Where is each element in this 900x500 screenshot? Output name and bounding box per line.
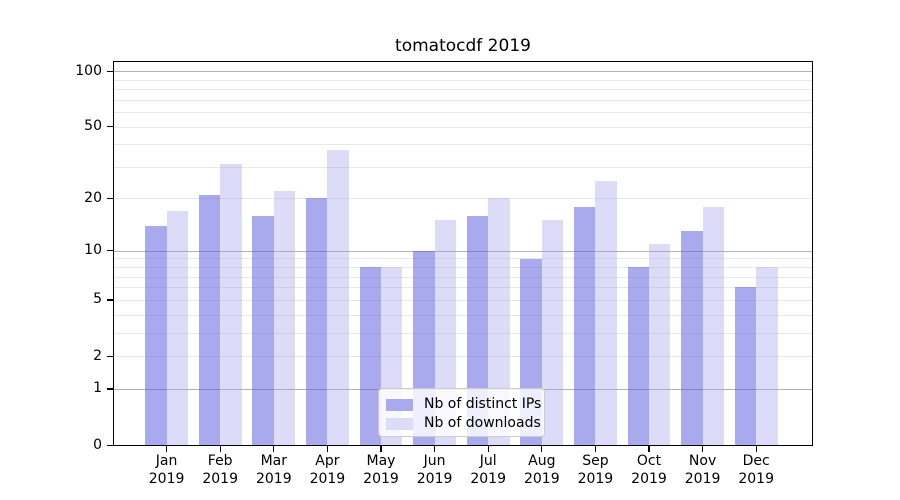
bar-downloads-jul bbox=[488, 198, 510, 445]
legend-swatch-distinct-ips bbox=[386, 398, 413, 411]
y-tick-mark-1 bbox=[107, 388, 113, 390]
x-tick-mark-jan bbox=[166, 446, 168, 452]
y-tick-mark-100 bbox=[107, 70, 113, 72]
bar-distinct-ips-mar bbox=[252, 215, 274, 445]
x-tick-label-oct: Oct 2019 bbox=[631, 453, 667, 487]
bar-downloads-aug bbox=[541, 220, 564, 445]
gridline-minor-20 bbox=[114, 198, 812, 200]
y-tick-mark-2 bbox=[107, 355, 113, 357]
x-tick-mark-nov bbox=[702, 446, 704, 452]
x-tick-mark-mar bbox=[273, 446, 275, 452]
y-tick-mark-50 bbox=[107, 126, 113, 128]
y-tick-label-20: 20 bbox=[84, 189, 102, 206]
bar-distinct-ips-may bbox=[359, 267, 381, 445]
gridline-minor-9 bbox=[114, 258, 812, 260]
x-tick-mark-apr bbox=[326, 446, 328, 452]
y-tick-label-100: 100 bbox=[75, 62, 102, 79]
bar-downloads-oct bbox=[649, 243, 671, 445]
gridline-major-10 bbox=[114, 250, 812, 252]
bar-downloads-nov bbox=[702, 206, 724, 445]
x-tick-label-jun: Jun 2019 bbox=[416, 453, 453, 487]
bar-downloads-jan bbox=[166, 210, 188, 445]
legend-item-distinct-ips: Nb of distinct IPs bbox=[386, 395, 544, 414]
x-tick-mark-sep bbox=[594, 446, 596, 452]
y-tick-label-2: 2 bbox=[93, 347, 102, 364]
gridline-minor-5 bbox=[114, 299, 812, 301]
gridline-minor-8 bbox=[114, 267, 812, 269]
bar-distinct-ips-nov bbox=[681, 231, 703, 445]
y-tick-label-50: 50 bbox=[84, 118, 102, 135]
x-tick-label-mar: Mar 2019 bbox=[255, 453, 292, 487]
bar-distinct-ips-jan bbox=[145, 225, 167, 445]
x-tick-label-jan: Jan 2019 bbox=[148, 453, 185, 487]
gridline-minor-7 bbox=[114, 276, 812, 278]
y-tick-label-1: 1 bbox=[93, 380, 102, 397]
x-tick-mark-jun bbox=[434, 446, 436, 452]
x-tick-mark-may bbox=[380, 446, 382, 452]
gridline-minor-70 bbox=[114, 99, 812, 101]
x-tick-mark-aug bbox=[541, 446, 543, 452]
legend-label-distinct-ips: Nb of distinct IPs bbox=[424, 396, 542, 412]
gridline-major-100 bbox=[114, 71, 812, 73]
chart-title: tomatocdf 2019 bbox=[395, 36, 531, 56]
gridline-minor-40 bbox=[114, 144, 812, 146]
x-tick-mark-dec bbox=[755, 446, 757, 452]
bar-downloads-feb bbox=[220, 164, 242, 445]
y-tick-mark-0 bbox=[107, 444, 113, 446]
x-tick-label-feb: Feb 2019 bbox=[202, 453, 238, 487]
x-tick-label-apr: Apr 2019 bbox=[309, 453, 346, 487]
y-tick-label-0: 0 bbox=[93, 436, 102, 453]
gridline-minor-90 bbox=[114, 79, 812, 81]
bar-downloads-mar bbox=[273, 191, 296, 445]
gridline-minor-3 bbox=[114, 332, 812, 334]
x-tick-label-sep: Sep 2019 bbox=[577, 453, 614, 487]
bar-downloads-apr bbox=[327, 150, 349, 445]
bar-distinct-ips-apr bbox=[306, 198, 328, 445]
y-tick-mark-10 bbox=[107, 250, 113, 252]
legend-label-downloads: Nb of downloads bbox=[424, 415, 541, 431]
legend-item-downloads: Nb of downloads bbox=[386, 414, 544, 433]
bar-distinct-ips-jul bbox=[466, 215, 489, 445]
y-tick-label-10: 10 bbox=[84, 242, 102, 259]
x-tick-label-nov: Nov 2019 bbox=[684, 453, 721, 487]
x-tick-label-dec: Dec 2019 bbox=[738, 453, 774, 487]
gridline-minor-60 bbox=[114, 112, 812, 114]
x-tick-mark-jul bbox=[487, 446, 489, 452]
bar-distinct-ips-sep bbox=[574, 206, 596, 445]
gridline-minor-30 bbox=[114, 166, 812, 168]
gridline-minor-80 bbox=[114, 89, 812, 91]
gridline-minor-4 bbox=[114, 314, 812, 316]
x-tick-label-may: May 2019 bbox=[363, 453, 399, 487]
x-tick-label-aug: Aug 2019 bbox=[523, 453, 560, 487]
x-tick-mark-oct bbox=[648, 446, 650, 452]
bar-distinct-ips-oct bbox=[627, 267, 649, 445]
y-tick-label-5: 5 bbox=[93, 291, 102, 308]
gridline-minor-50 bbox=[114, 126, 812, 128]
legend: Nb of distinct IPs Nb of downloads bbox=[378, 388, 545, 437]
bar-downloads-dec bbox=[756, 267, 778, 445]
legend-swatch-downloads bbox=[386, 417, 413, 430]
bar-downloads-sep bbox=[595, 181, 617, 445]
x-tick-label-jul: Jul 2019 bbox=[470, 453, 506, 487]
y-tick-mark-20 bbox=[107, 197, 113, 200]
bar-distinct-ips-dec bbox=[734, 287, 757, 445]
gridline-minor-6 bbox=[114, 287, 812, 289]
gridline-minor-2 bbox=[114, 356, 812, 357]
y-tick-mark-5 bbox=[107, 299, 113, 301]
x-tick-mark-feb bbox=[219, 446, 221, 452]
bar-distinct-ips-feb bbox=[198, 194, 221, 445]
